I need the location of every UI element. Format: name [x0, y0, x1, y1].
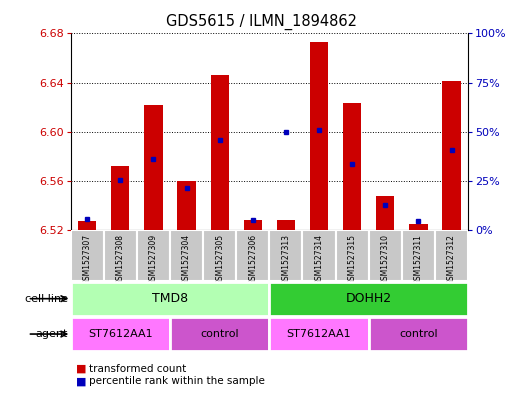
Bar	[170, 230, 203, 281]
Bar	[78, 221, 96, 230]
Text: DOHH2: DOHH2	[346, 292, 392, 305]
Bar	[310, 42, 328, 230]
Bar	[71, 230, 104, 281]
Text: GSM1527309: GSM1527309	[149, 234, 158, 285]
Bar	[269, 317, 369, 351]
Bar	[104, 230, 137, 281]
Text: ■: ■	[76, 364, 86, 374]
Text: transformed count: transformed count	[89, 364, 186, 374]
Bar	[369, 317, 468, 351]
Bar	[435, 230, 468, 281]
Bar	[137, 230, 170, 281]
Text: GSM1527306: GSM1527306	[248, 234, 257, 285]
Text: agent: agent	[36, 329, 68, 339]
Text: ST7612AA1: ST7612AA1	[287, 329, 351, 339]
Bar	[269, 282, 468, 316]
Text: control: control	[399, 329, 438, 339]
Bar	[442, 81, 461, 230]
Text: control: control	[200, 329, 239, 339]
Bar	[343, 103, 361, 230]
Bar	[269, 230, 302, 281]
Bar	[410, 224, 427, 230]
Text: cell line: cell line	[25, 294, 68, 304]
Bar	[71, 282, 269, 316]
Bar	[170, 317, 269, 351]
Text: TMD8: TMD8	[152, 292, 188, 305]
Text: GSM1527315: GSM1527315	[348, 234, 357, 285]
Bar	[376, 195, 394, 230]
Text: GSM1527310: GSM1527310	[381, 234, 390, 285]
Text: GSM1527308: GSM1527308	[116, 234, 125, 285]
Bar	[111, 166, 129, 230]
Bar	[177, 181, 196, 230]
Bar	[369, 230, 402, 281]
Text: GSM1527305: GSM1527305	[215, 234, 224, 285]
Text: GSM1527314: GSM1527314	[314, 234, 324, 285]
Text: GDS5615 / ILMN_1894862: GDS5615 / ILMN_1894862	[166, 14, 357, 30]
Bar	[244, 220, 262, 230]
Text: GSM1527307: GSM1527307	[83, 234, 92, 285]
Bar	[302, 230, 336, 281]
Text: GSM1527313: GSM1527313	[281, 234, 290, 285]
Text: ■: ■	[76, 376, 86, 386]
Bar	[402, 230, 435, 281]
Bar	[203, 230, 236, 281]
Text: GSM1527311: GSM1527311	[414, 234, 423, 285]
Bar	[336, 230, 369, 281]
Bar	[236, 230, 269, 281]
Text: percentile rank within the sample: percentile rank within the sample	[89, 376, 265, 386]
Text: GSM1527312: GSM1527312	[447, 234, 456, 285]
Bar	[144, 105, 163, 230]
Text: ST7612AA1: ST7612AA1	[88, 329, 153, 339]
Bar	[211, 75, 229, 230]
Text: GSM1527304: GSM1527304	[182, 234, 191, 285]
Bar	[71, 317, 170, 351]
Bar	[277, 220, 295, 230]
